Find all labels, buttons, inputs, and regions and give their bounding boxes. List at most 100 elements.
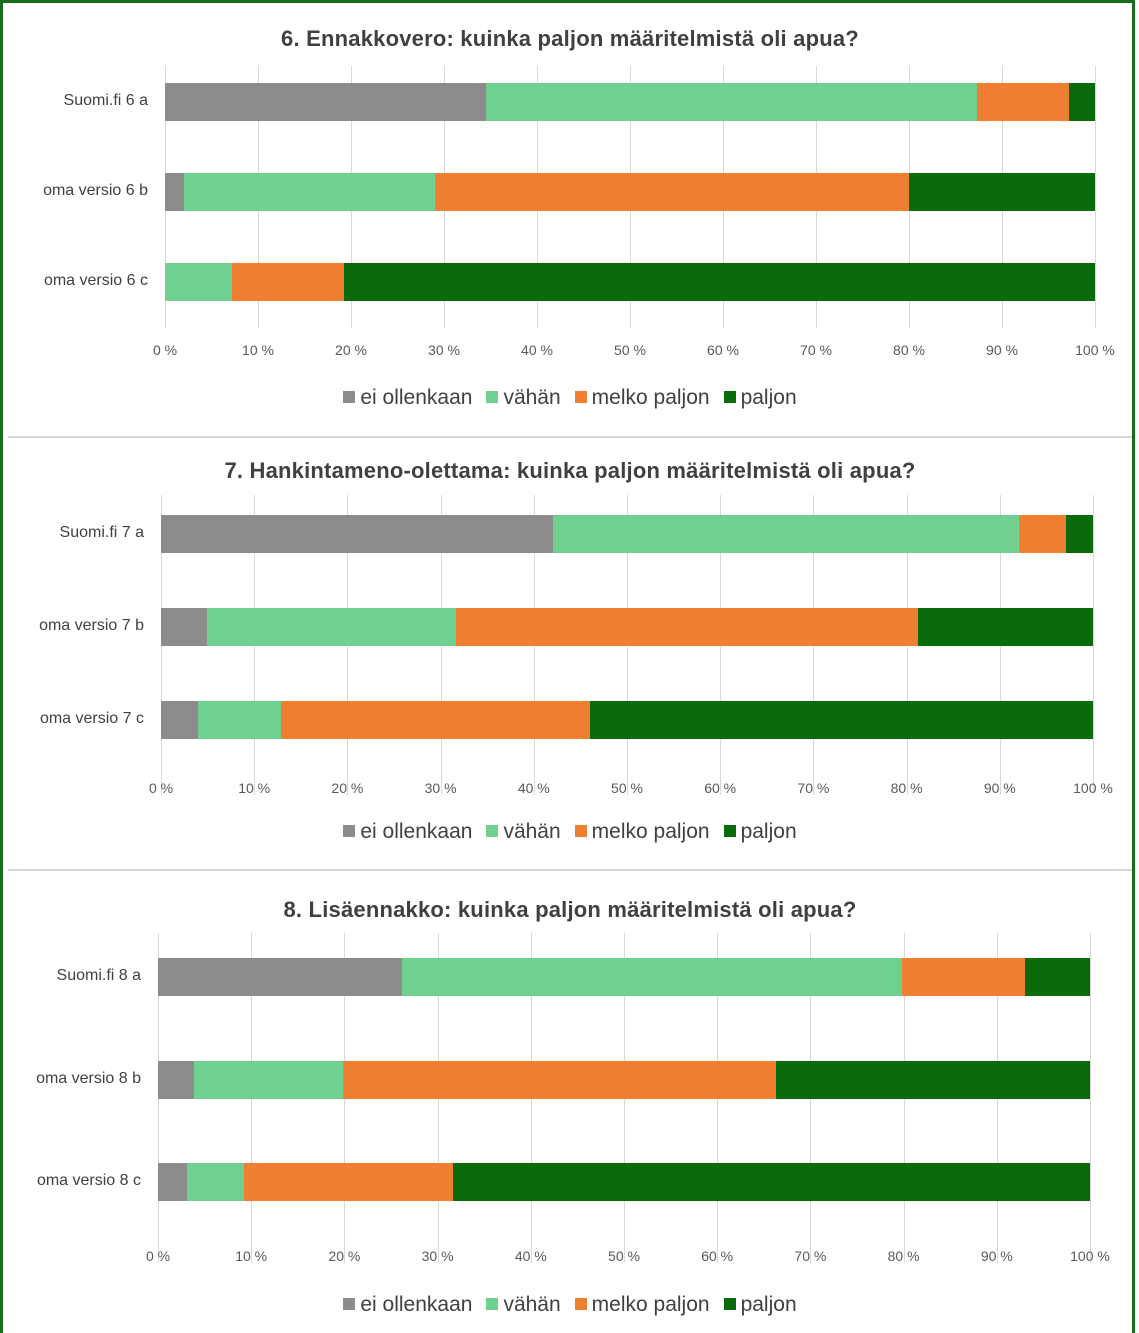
x-tick-label: 20 %	[331, 780, 364, 796]
bar-segment-melko-paljon	[231, 263, 345, 301]
legend-item: vähän	[486, 1293, 561, 1317]
x-tick-label: 0 %	[145, 1248, 171, 1264]
legend-item: vähän	[486, 820, 561, 844]
legend-item: melko paljon	[574, 386, 710, 410]
bar-segment-vähän	[206, 608, 456, 646]
bar-segment-melko-paljon	[434, 173, 909, 211]
category-label: Suomi.fi 8 a	[56, 967, 141, 984]
legend-item: ei ollenkaan	[343, 1293, 472, 1317]
legend-swatch	[486, 825, 499, 837]
x-tick-label: 60 %	[707, 342, 739, 358]
bar-segment-vähän	[165, 263, 232, 301]
gridline	[1090, 933, 1091, 1263]
bar-segment-melko-paljon	[455, 608, 918, 646]
legend-item: melko paljon	[574, 1293, 710, 1317]
chart-panel-3: 8. Lisäennakko: kuinka paljon määritelmi…	[8, 873, 1132, 1333]
legend-swatch	[343, 391, 356, 403]
legend-item: ei ollenkaan	[343, 386, 472, 410]
legend-item: ei ollenkaan	[343, 820, 472, 844]
legend-label: vähän	[503, 820, 561, 843]
category-label: oma versio 6 b	[43, 182, 148, 199]
bar-segment-vähän	[198, 701, 282, 739]
bar-segment-paljon	[1065, 515, 1093, 553]
x-tick-label: 60 %	[701, 1248, 734, 1264]
legend-label: ei ollenkaan	[360, 386, 473, 409]
x-tick-label: 30 %	[424, 780, 457, 796]
x-tick-label: 70 %	[794, 1248, 827, 1264]
x-tick-label: 80 %	[887, 1248, 920, 1264]
panel-divider	[8, 436, 1132, 438]
bar-segment-paljon	[1068, 83, 1095, 121]
bar-segment-ei-ollenkaan	[165, 83, 486, 121]
legend-swatch	[574, 825, 587, 837]
bar-segment-ei-ollenkaan	[158, 958, 403, 996]
bar-segment-melko-paljon	[901, 958, 1025, 996]
category-label: Suomi.fi 7 a	[59, 524, 144, 541]
bar-segment-ei-ollenkaan	[165, 173, 184, 211]
bar-segment-melko-paljon	[243, 1163, 453, 1201]
legend-swatch	[486, 1298, 499, 1310]
category-label: oma versio 8 b	[36, 1070, 141, 1087]
legend-label: ei ollenkaan	[360, 820, 473, 843]
chart-title: 6. Ennakkovero: kuinka paljon määritelmi…	[281, 26, 859, 51]
legend-item: vähän	[486, 386, 561, 410]
legend-label: paljon	[740, 386, 797, 409]
bar-segment-melko-paljon	[976, 83, 1069, 121]
x-tick-label: 80 %	[893, 342, 925, 358]
legend-swatch	[723, 391, 736, 403]
legend-label: melko paljon	[591, 1293, 710, 1316]
bar-segment-ei-ollenkaan	[161, 608, 207, 646]
bar-segment-vähän	[186, 1163, 244, 1201]
x-tick-label: 70 %	[797, 780, 830, 796]
panel-divider	[8, 869, 1132, 871]
x-tick-label: 70 %	[800, 342, 832, 358]
plot-area	[158, 933, 1091, 1263]
category-label: oma versio 7 c	[39, 710, 144, 727]
category-label: Suomi.fi 6 a	[63, 92, 148, 109]
gridline	[1093, 495, 1094, 795]
bar-segment-vähän	[194, 1061, 343, 1099]
x-tick-label: 100 %	[1073, 780, 1113, 796]
legend: ei ollenkaan vähän melko paljon paljon	[8, 386, 1132, 410]
x-tick-label: 40 %	[521, 342, 553, 358]
bar-segment-vähän	[183, 173, 435, 211]
legend-swatch	[343, 1298, 356, 1310]
legend-label: melko paljon	[591, 820, 710, 843]
legend: ei ollenkaan vähän melko paljon paljon	[8, 820, 1132, 844]
x-tick-label: 30 %	[421, 1248, 454, 1264]
x-tick-label: 90 %	[986, 342, 1018, 358]
legend-swatch	[574, 1298, 587, 1310]
bar-segment-paljon	[917, 608, 1093, 646]
x-tick-label: 10 %	[242, 342, 274, 358]
bar-segment-paljon	[344, 263, 1095, 301]
bar-segment-ei-ollenkaan	[161, 701, 199, 739]
x-tick-label: 20 %	[335, 342, 367, 358]
legend-label: paljon	[740, 1293, 797, 1316]
x-tick-label: 90 %	[980, 1248, 1013, 1264]
bar-segment-ei-ollenkaan	[158, 1061, 195, 1099]
bar-segment-melko-paljon	[342, 1061, 776, 1099]
x-tick-label: 0 %	[148, 780, 174, 796]
plot-area	[165, 66, 1096, 328]
bar-segment-vähän	[402, 958, 902, 996]
legend-swatch	[486, 391, 499, 403]
chart-title: 8. Lisäennakko: kuinka paljon määritelmi…	[283, 897, 857, 922]
x-tick-label: 30 %	[428, 342, 460, 358]
bar-segment-ei-ollenkaan	[161, 515, 554, 553]
bar-segment-ei-ollenkaan	[158, 1163, 187, 1201]
legend-item: paljon	[723, 1293, 797, 1317]
x-tick-label: 100 %	[1070, 1248, 1110, 1264]
legend-swatch	[723, 825, 736, 837]
legend-item: melko paljon	[574, 820, 710, 844]
legend-label: vähän	[503, 1293, 561, 1316]
x-tick-label: 60 %	[704, 780, 737, 796]
x-tick-label: 100 %	[1075, 342, 1115, 358]
category-label: oma versio 7 b	[39, 617, 144, 634]
bar-segment-paljon	[589, 701, 1093, 739]
legend: ei ollenkaan vähän melko paljon paljon	[8, 1293, 1132, 1317]
gridline	[1095, 66, 1096, 328]
legend-item: paljon	[723, 820, 797, 844]
x-tick-label: 90 %	[983, 780, 1016, 796]
legend-item: paljon	[723, 386, 797, 410]
bar-segment-vähän	[553, 515, 1020, 553]
